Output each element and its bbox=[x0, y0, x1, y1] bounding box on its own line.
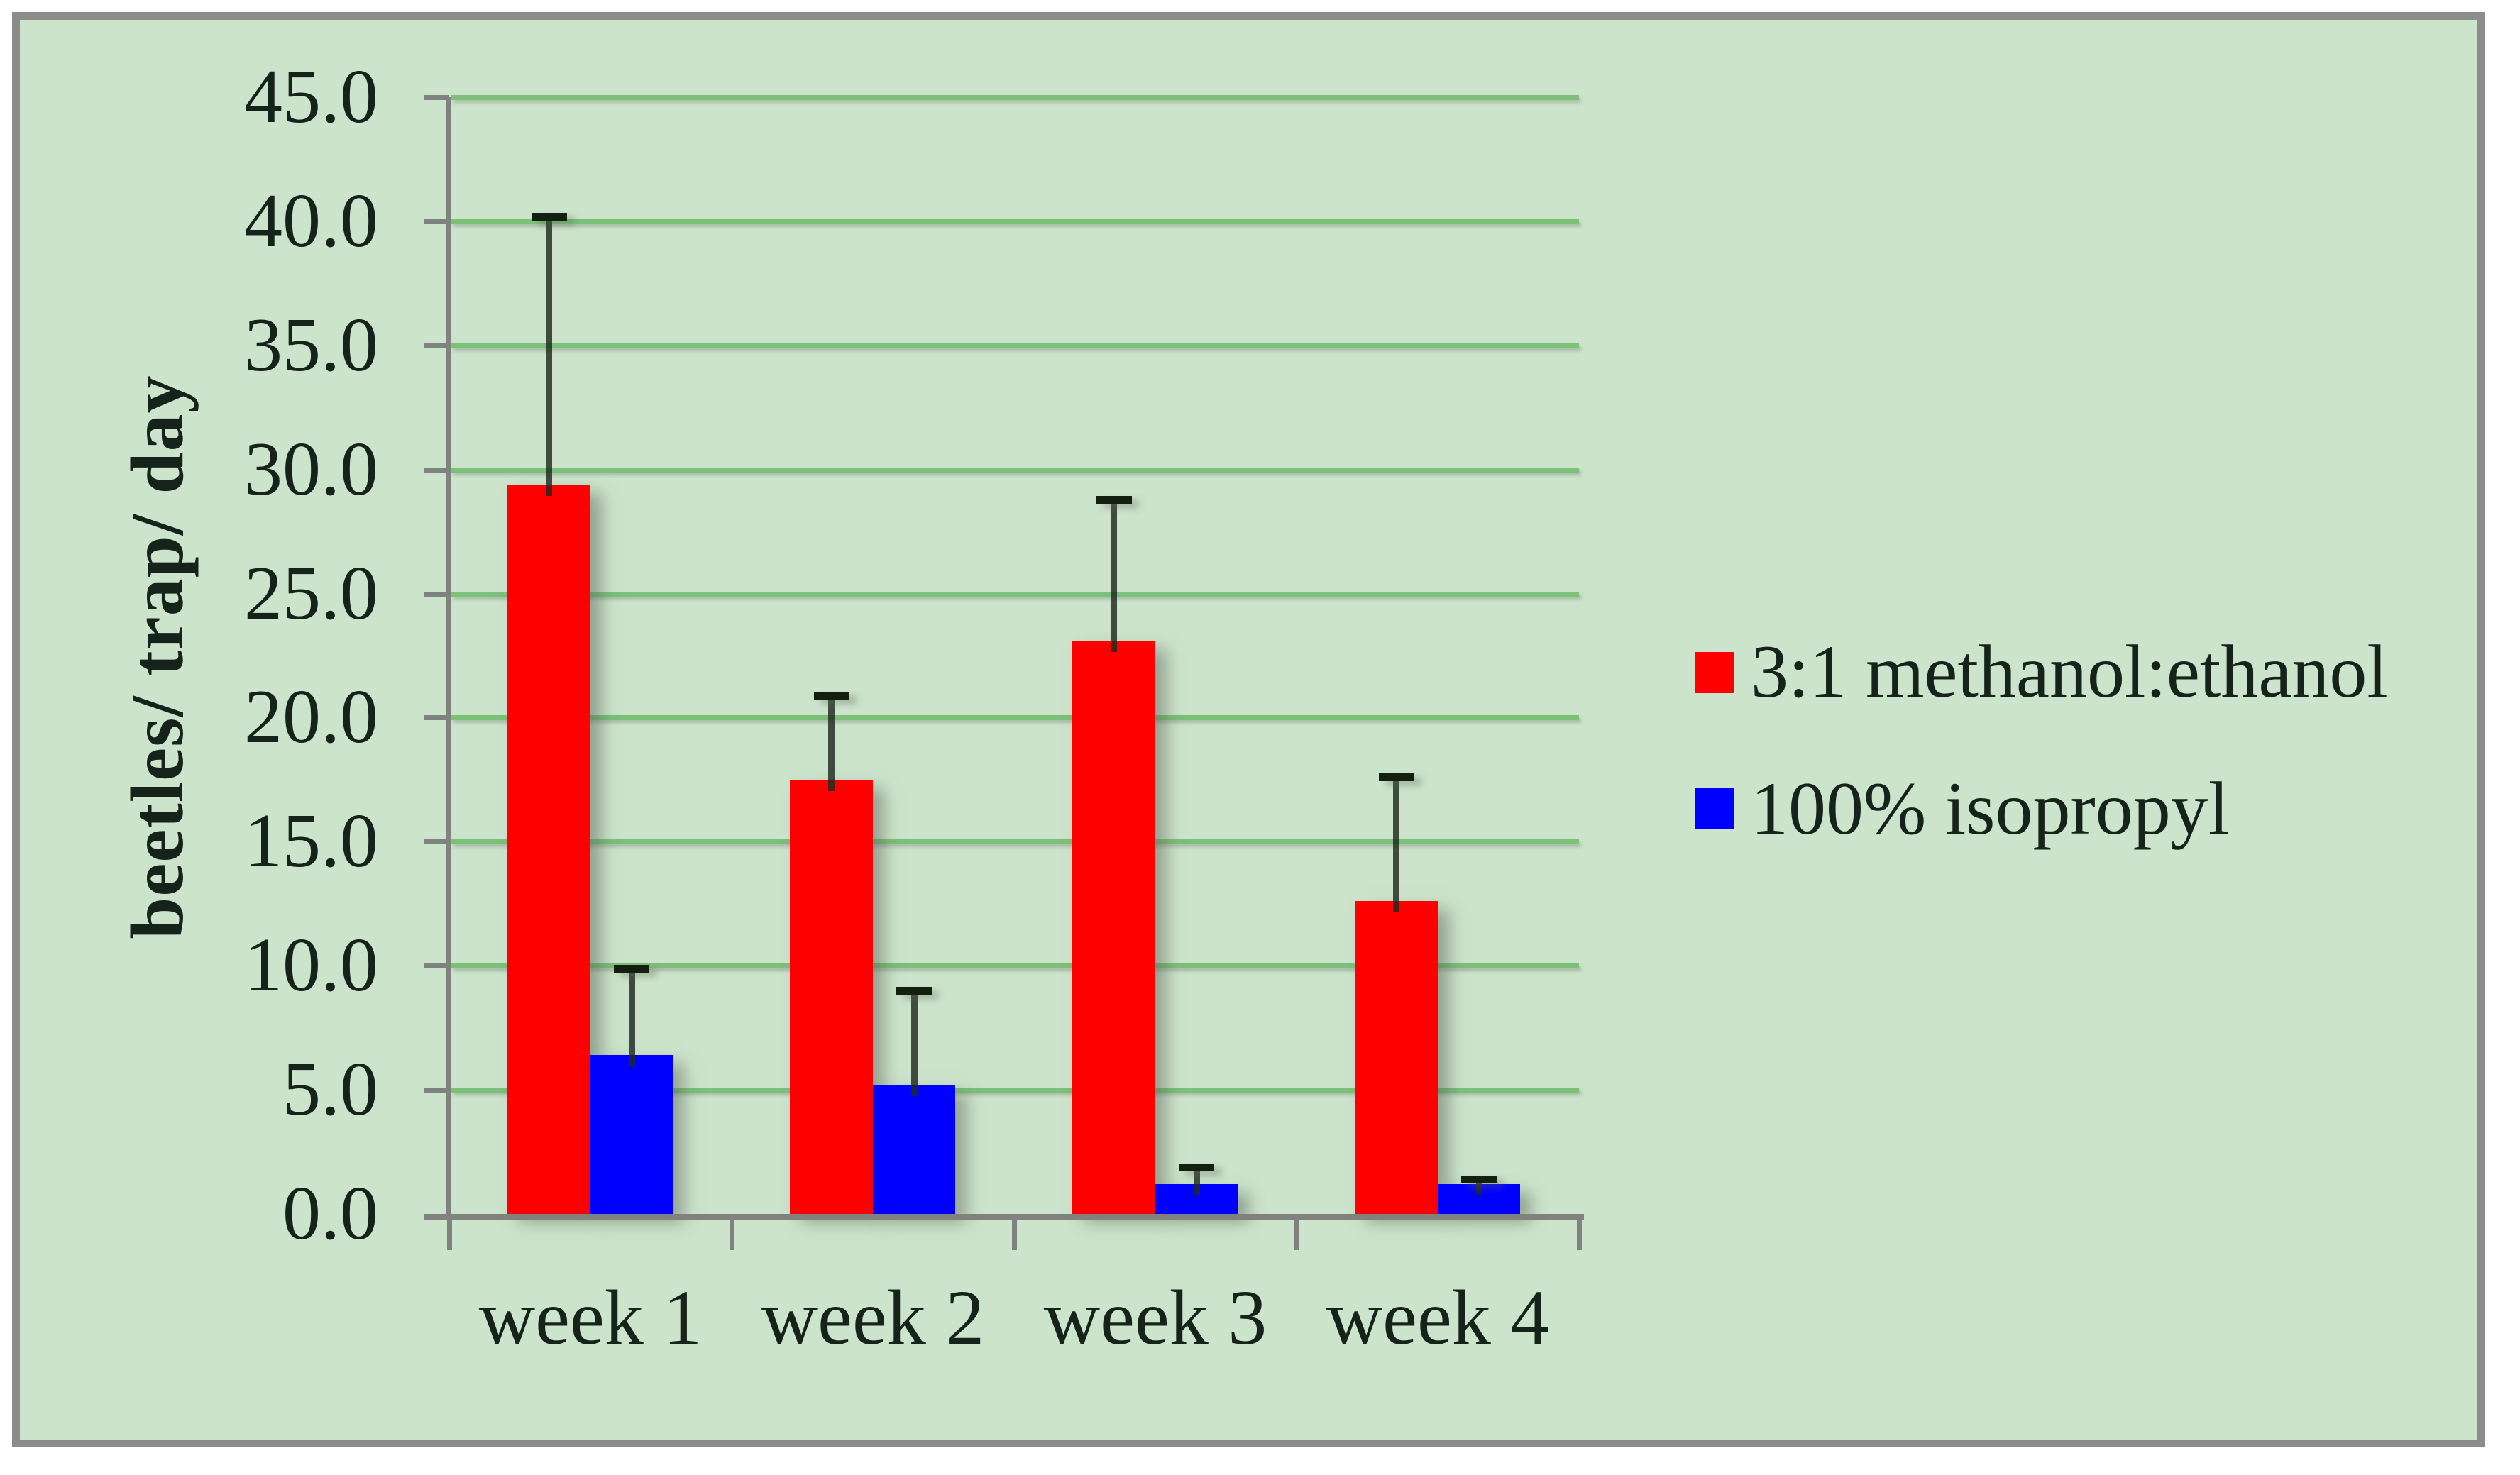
y-tick-10 bbox=[424, 963, 449, 968]
x-axis-tick-2 bbox=[1012, 1214, 1017, 1250]
x-axis-line bbox=[424, 1214, 1584, 1220]
x-axis-tick-3 bbox=[1294, 1214, 1299, 1250]
gridline-10 bbox=[451, 963, 1579, 968]
gridline-15 bbox=[451, 839, 1579, 844]
gridline-30 bbox=[451, 468, 1579, 473]
x-tick-label-week-1: week 1 bbox=[478, 1274, 703, 1361]
y-tick-label-40: 40.0 bbox=[244, 179, 378, 263]
legend-label-isopropyl: 100% isopropyl bbox=[1751, 767, 2230, 850]
error-bar-cap-isopropyl-week-1 bbox=[614, 965, 649, 973]
gridline-25 bbox=[451, 592, 1579, 597]
y-tick-label-35: 35.0 bbox=[244, 303, 378, 387]
bar-isopropyl-week-2 bbox=[873, 1085, 955, 1214]
y-tick-label-30: 30.0 bbox=[244, 427, 378, 512]
error-bar-cap-isopropyl-week-3 bbox=[1179, 1164, 1214, 1171]
bar-methanol-week-4 bbox=[1355, 901, 1438, 1214]
y-tick-25 bbox=[424, 592, 449, 597]
legend-label-methanol-ethanol: 3:1 methanol:ethanol bbox=[1751, 630, 2388, 713]
y-tick-label-15: 15.0 bbox=[244, 799, 378, 883]
y-tick-label-5: 5.0 bbox=[282, 1047, 378, 1132]
y-tick-15 bbox=[424, 839, 449, 844]
error-bar-line-methanol-week-2 bbox=[828, 695, 835, 791]
y-tick-label-0: 0.0 bbox=[282, 1171, 378, 1256]
gridline-20 bbox=[451, 715, 1579, 720]
error-bar-line-isopropyl-week-3 bbox=[1193, 1167, 1200, 1195]
error-bar-cap-isopropyl-week-4 bbox=[1461, 1176, 1497, 1183]
x-axis-tick-4 bbox=[1577, 1214, 1582, 1250]
error-bar-line-methanol-week-4 bbox=[1393, 777, 1399, 912]
y-tick-20 bbox=[424, 715, 449, 720]
error-bar-line-methanol-week-3 bbox=[1111, 499, 1117, 652]
bar-methanol-week-3 bbox=[1072, 641, 1155, 1214]
y-tick-40 bbox=[424, 219, 449, 224]
error-bar-line-methanol-week-1 bbox=[546, 216, 552, 496]
bar-methanol-week-2 bbox=[790, 780, 873, 1214]
error-bar-cap-methanol-week-2 bbox=[813, 692, 849, 700]
gridline-5 bbox=[451, 1088, 1579, 1093]
error-bar-line-isopropyl-week-2 bbox=[910, 990, 918, 1096]
y-tick-35 bbox=[424, 343, 449, 348]
gridline-35 bbox=[451, 343, 1579, 348]
y-tick-5 bbox=[424, 1088, 449, 1093]
error-bar-line-isopropyl-week-1 bbox=[628, 968, 635, 1066]
y-tick-label-25: 25.0 bbox=[244, 551, 378, 636]
bar-isopropyl-week-1 bbox=[590, 1055, 673, 1214]
x-tick-label-week-4: week 4 bbox=[1326, 1274, 1550, 1361]
x-tick-label-week-3: week 3 bbox=[1043, 1274, 1267, 1361]
legend-marker-isopropyl bbox=[1695, 788, 1734, 829]
gridline-45 bbox=[451, 95, 1579, 100]
y-tick-label-10: 10.0 bbox=[244, 923, 378, 1007]
error-bar-line-isopropyl-week-4 bbox=[1475, 1179, 1482, 1195]
x-axis-tick-1 bbox=[730, 1214, 734, 1250]
y-axis-line bbox=[446, 97, 451, 1216]
legend-marker-methanol-ethanol bbox=[1695, 652, 1734, 693]
error-bar-cap-methanol-week-3 bbox=[1096, 496, 1132, 504]
gridline-40 bbox=[451, 219, 1579, 224]
x-axis-tick-0 bbox=[447, 1214, 452, 1250]
y-tick-30 bbox=[424, 468, 449, 473]
error-bar-cap-isopropyl-week-2 bbox=[896, 987, 932, 995]
bar-methanol-week-1 bbox=[507, 485, 590, 1214]
x-tick-label-week-2: week 2 bbox=[761, 1274, 985, 1361]
y-tick-45 bbox=[424, 95, 449, 100]
y-tick-label-45: 45.0 bbox=[244, 55, 378, 139]
chart-background-frame bbox=[12, 12, 2485, 1447]
y-axis-title: beetles/ trap/ day bbox=[116, 375, 199, 939]
error-bar-cap-methanol-week-4 bbox=[1378, 773, 1414, 781]
error-bar-cap-methanol-week-1 bbox=[531, 213, 567, 221]
y-tick-label-20: 20.0 bbox=[244, 675, 378, 759]
